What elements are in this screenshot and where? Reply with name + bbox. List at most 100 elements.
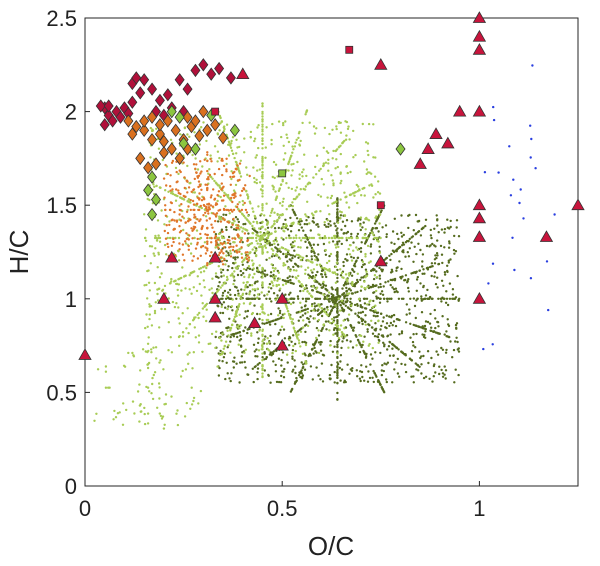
data-point <box>519 188 522 191</box>
data-point <box>159 186 162 189</box>
data-point <box>346 280 349 283</box>
data-point <box>266 273 269 276</box>
data-point <box>371 376 374 379</box>
data-point <box>297 333 300 336</box>
data-point <box>131 351 134 355</box>
data-point <box>311 271 314 274</box>
data-point <box>329 378 332 381</box>
data-point <box>338 366 341 370</box>
data-point <box>198 282 201 286</box>
data-point <box>377 230 380 233</box>
data-point <box>379 312 383 315</box>
data-point <box>272 269 276 273</box>
data-point <box>366 236 369 240</box>
data-point <box>340 346 343 350</box>
data-point <box>251 259 254 262</box>
data-point <box>337 245 340 249</box>
data-point <box>254 297 257 300</box>
data-point <box>197 185 200 189</box>
data-point <box>143 254 147 258</box>
data-point <box>336 362 340 366</box>
data-point <box>138 420 141 423</box>
data-point <box>347 272 351 275</box>
data-point <box>315 263 319 266</box>
data-point <box>420 297 423 300</box>
data-point <box>206 264 209 267</box>
data-point <box>313 254 316 257</box>
data-point <box>256 312 259 316</box>
data-point <box>391 324 394 327</box>
data-point <box>352 264 356 267</box>
data-point <box>334 281 338 284</box>
data-point <box>276 248 279 251</box>
data-point <box>430 326 433 329</box>
data-point <box>553 213 556 216</box>
data-point <box>429 329 433 333</box>
data-point <box>292 162 295 166</box>
data-point <box>248 284 252 287</box>
data-point <box>388 297 391 300</box>
data-point <box>282 264 285 267</box>
data-point <box>218 336 221 340</box>
data-point <box>148 317 151 321</box>
data-point <box>253 246 256 249</box>
data-point <box>440 346 443 350</box>
data-point <box>286 310 290 313</box>
data-point <box>251 276 255 279</box>
data-point <box>299 246 302 249</box>
data-point <box>261 359 264 362</box>
data-point <box>313 317 317 320</box>
data-point <box>183 195 187 198</box>
data-point <box>342 337 345 340</box>
data-point <box>294 189 297 192</box>
data-point <box>291 370 294 373</box>
data-point <box>398 245 402 249</box>
data-point <box>238 209 241 213</box>
data-point <box>192 188 195 192</box>
data-point <box>175 181 178 184</box>
data-point <box>198 208 201 212</box>
data-point <box>404 321 408 324</box>
triangle-marker <box>374 254 388 267</box>
data-point <box>454 323 458 327</box>
data-point <box>146 342 150 345</box>
data-point <box>334 200 338 203</box>
data-point <box>280 374 283 378</box>
data-point <box>299 188 302 191</box>
data-point <box>284 293 287 296</box>
data-point <box>225 228 228 232</box>
data-point <box>326 314 329 317</box>
data-point <box>341 220 345 223</box>
data-point <box>347 236 351 240</box>
data-point <box>423 324 427 328</box>
data-point <box>300 361 303 364</box>
data-point <box>352 249 355 252</box>
data-point <box>378 380 381 384</box>
data-point <box>323 223 326 227</box>
data-point <box>410 236 413 239</box>
data-point <box>291 275 294 278</box>
data-point <box>261 375 264 379</box>
data-point <box>317 334 321 337</box>
data-point <box>205 205 208 209</box>
data-point <box>350 309 353 312</box>
data-point <box>437 332 440 335</box>
data-point <box>208 254 212 258</box>
data-point <box>261 352 264 355</box>
data-point <box>331 240 335 243</box>
data-point <box>361 226 364 229</box>
data-point <box>121 423 125 426</box>
data-point <box>187 238 190 241</box>
data-point <box>210 237 213 240</box>
data-point <box>193 326 196 329</box>
data-point <box>256 293 260 296</box>
data-point <box>256 341 260 345</box>
data-point <box>252 220 255 224</box>
data-point <box>370 229 373 232</box>
data-point <box>221 291 225 295</box>
data-point <box>196 168 200 171</box>
data-point <box>328 269 332 273</box>
data-point <box>412 375 415 378</box>
data-point <box>256 377 259 381</box>
data-point <box>341 340 344 343</box>
